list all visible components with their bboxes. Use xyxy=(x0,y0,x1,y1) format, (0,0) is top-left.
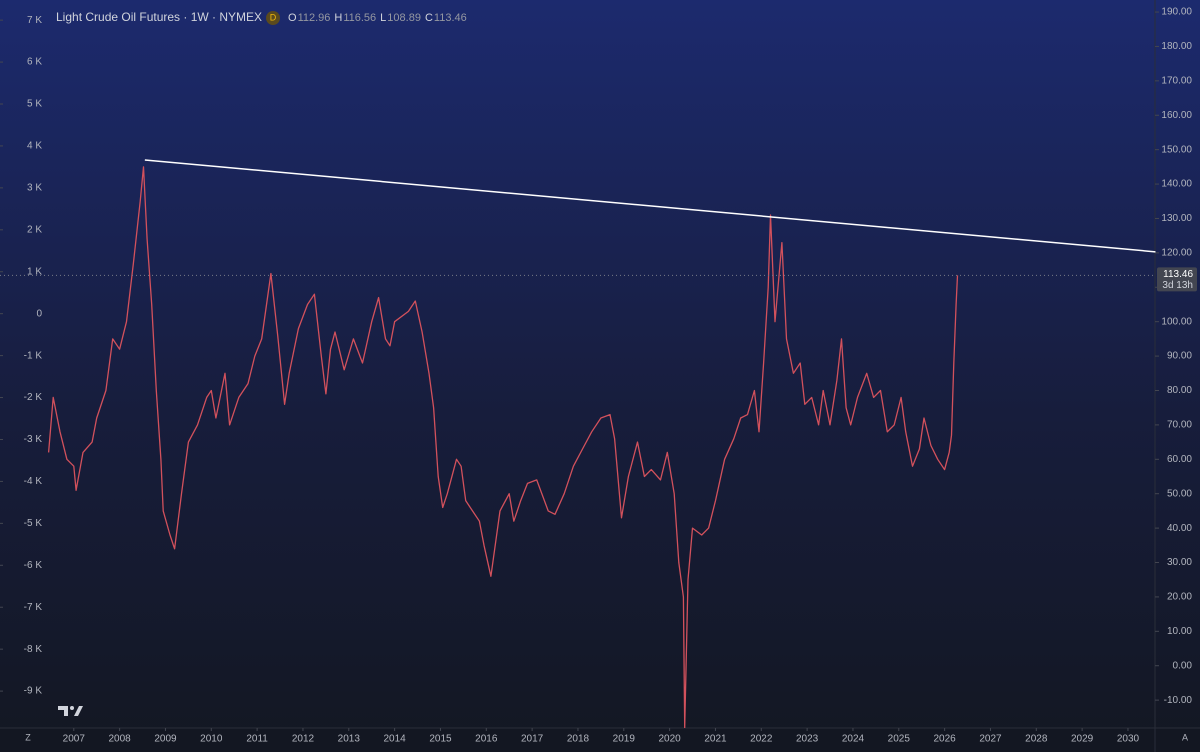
x-tick-label: 2028 xyxy=(1025,734,1048,745)
ohlc-label: O xyxy=(288,12,297,24)
y-tick-label: 20.00 xyxy=(1167,592,1192,603)
chart-title: Light Crude Oil Futures · 1W · NYMEX xyxy=(56,10,262,24)
y2-tick-label: 0 xyxy=(36,308,42,319)
time-axis-panel xyxy=(0,728,1200,752)
x-tick-label: 2026 xyxy=(934,734,957,745)
y2-tick-label: -3 K xyxy=(24,434,43,445)
ohlc-label: C xyxy=(425,12,433,24)
x-tick-label: 2025 xyxy=(888,734,911,745)
x-tick-label: 2027 xyxy=(979,734,1002,745)
y2-tick-label: 7 K xyxy=(27,15,42,26)
y-tick-label: -10.00 xyxy=(1164,695,1193,706)
y2-tick-label: -7 K xyxy=(24,602,43,613)
y-tick-label: 60.00 xyxy=(1167,454,1192,465)
price-line xyxy=(47,166,959,728)
ohlc-value: 116.56 xyxy=(343,12,376,24)
y2-tick-label: -1 K xyxy=(24,350,43,361)
ohlc-label: L xyxy=(380,12,386,24)
x-tick-label: 2020 xyxy=(659,734,682,745)
y2-tick-label: 4 K xyxy=(27,141,42,152)
x-tick-label: 2014 xyxy=(384,734,407,745)
footer-left[interactable]: Z xyxy=(25,732,31,742)
y2-tick-label: 5 K xyxy=(27,99,42,110)
x-tick-label: 2021 xyxy=(704,734,727,745)
ohlc-value: 112.96 xyxy=(298,12,331,24)
tv-logo xyxy=(58,706,83,716)
countdown: 3d 13h xyxy=(1162,280,1193,291)
y2-tick-label: -4 K xyxy=(24,476,43,487)
x-tick-label: 2009 xyxy=(154,734,177,745)
y-tick-label: 140.00 xyxy=(1161,179,1192,190)
y-tick-label: 120.00 xyxy=(1161,248,1192,259)
x-tick-label: 2010 xyxy=(200,734,223,745)
y-tick-label: 100.00 xyxy=(1161,316,1192,327)
y-tick-label: 30.00 xyxy=(1167,557,1192,568)
x-tick-label: 2012 xyxy=(292,734,315,745)
x-tick-label: 2011 xyxy=(246,734,268,745)
x-tick-label: 2030 xyxy=(1117,734,1140,745)
badge: D xyxy=(270,12,277,22)
y-tick-label: 70.00 xyxy=(1167,420,1192,431)
y-tick-label: 170.00 xyxy=(1161,75,1192,86)
y2-tick-label: -8 K xyxy=(24,644,43,655)
ohlc-value: 108.89 xyxy=(387,12,421,24)
x-tick-label: 2029 xyxy=(1071,734,1094,745)
y2-tick-label: 1 K xyxy=(27,266,42,277)
y-tick-label: 150.00 xyxy=(1161,144,1192,155)
x-tick-label: 2013 xyxy=(338,734,361,745)
y-tick-label: 40.00 xyxy=(1167,523,1192,534)
y-tick-label: 0.00 xyxy=(1173,660,1193,671)
y2-tick-label: -6 K xyxy=(24,560,43,571)
y-tick-label: 130.00 xyxy=(1161,213,1192,224)
y-tick-label: 160.00 xyxy=(1161,110,1192,121)
y2-tick-label: 2 K xyxy=(27,224,42,235)
footer-right[interactable]: A xyxy=(1182,732,1188,742)
x-tick-label: 2008 xyxy=(109,734,132,745)
y2-tick-label: 6 K xyxy=(27,57,42,68)
x-tick-label: 2015 xyxy=(429,734,452,745)
trendline xyxy=(144,159,1156,253)
x-tick-label: 2016 xyxy=(475,734,498,745)
x-tick-label: 2024 xyxy=(842,734,865,745)
ohlc-value: 113.46 xyxy=(434,12,467,24)
y-tick-label: 90.00 xyxy=(1167,351,1192,362)
x-tick-label: 2017 xyxy=(521,734,544,745)
y-tick-label: 10.00 xyxy=(1167,626,1192,637)
x-tick-label: 2019 xyxy=(613,734,636,745)
x-tick-label: 2007 xyxy=(63,734,86,745)
y-tick-label: 80.00 xyxy=(1167,385,1192,396)
ohlc-label: H xyxy=(334,12,342,24)
y2-tick-label: 3 K xyxy=(27,183,42,194)
y-tick-label: 190.00 xyxy=(1161,7,1192,18)
last-price-box xyxy=(1157,267,1197,292)
x-tick-label: 2022 xyxy=(750,734,773,745)
y-tick-label: 180.00 xyxy=(1161,41,1192,52)
y2-tick-label: -5 K xyxy=(24,518,43,529)
y2-tick-label: -2 K xyxy=(24,392,43,403)
y2-tick-label: -9 K xyxy=(24,686,43,697)
badge-bg xyxy=(266,11,280,25)
y-tick-label: 50.00 xyxy=(1167,488,1192,499)
x-tick-label: 2018 xyxy=(567,734,590,745)
last-price-label: 113.46 xyxy=(1163,269,1193,280)
x-tick-label: 2023 xyxy=(796,734,819,745)
